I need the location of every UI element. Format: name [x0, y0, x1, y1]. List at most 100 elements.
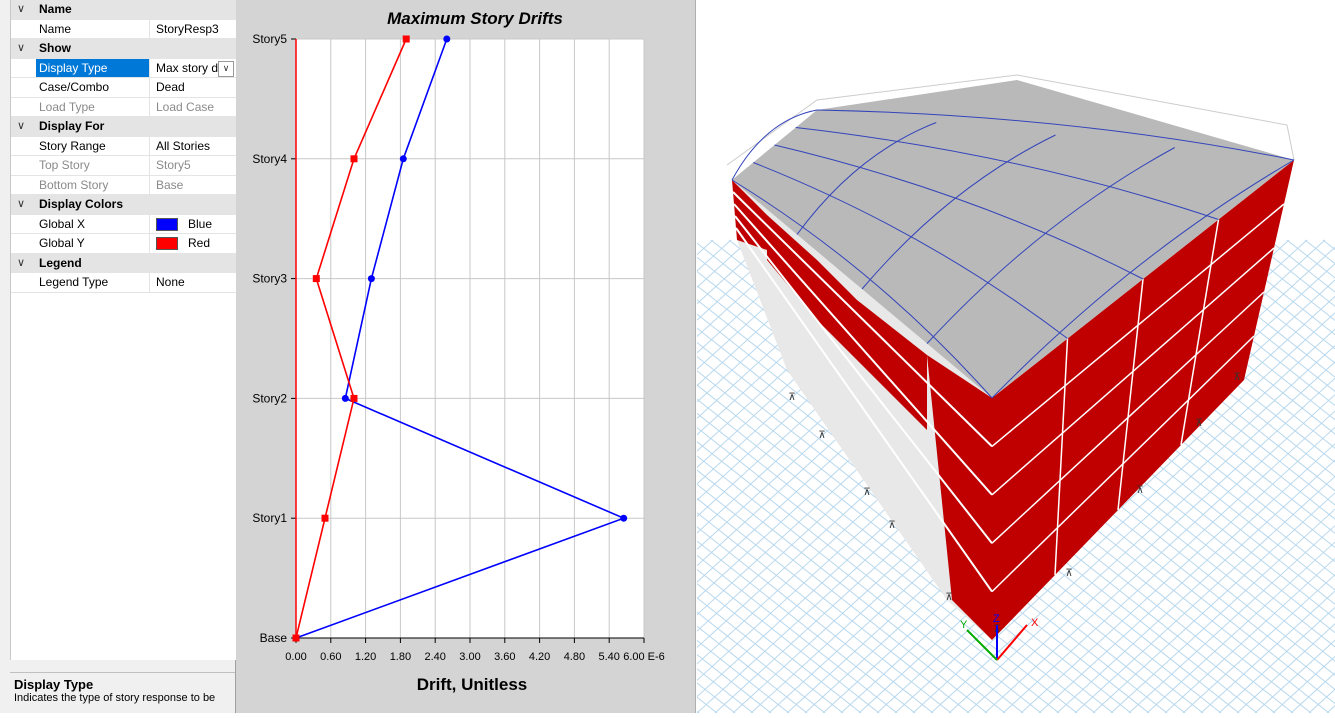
deformed-shape-line [731, 109, 818, 181]
x-tick-label: 4.20 [529, 651, 550, 663]
deformed-shape-line [796, 122, 937, 235]
column-line [1117, 278, 1144, 511]
category-show[interactable]: ∨ Show [11, 39, 236, 59]
grid-line [1214, 239, 1335, 336]
x-tick-label: 1.20 [355, 651, 376, 663]
support-icon: ⊼ [1136, 485, 1143, 496]
chevron-down-icon[interactable]: ∨ [17, 120, 26, 132]
y-tick-label: Story5 [252, 32, 287, 46]
property-name: Legend Type [39, 275, 109, 289]
property-grid: ∨ Name Name StoryResp3 ∨ Show Display Type Max … [10, 0, 236, 660]
category-title: Display For [39, 119, 105, 133]
east-facade [992, 160, 1294, 640]
series-line-0 [295, 38, 626, 639]
chevron-down-icon[interactable]: ∨ [17, 198, 26, 210]
property-value-text: Dead [156, 80, 185, 94]
property-name: Global Y [39, 236, 85, 250]
property-row-case-combo[interactable]: Case/Combo Dead [11, 78, 236, 98]
deformed-shape-line [861, 134, 1056, 290]
x-tick-label: 6.00 E-6 [623, 651, 665, 663]
property-value[interactable]: StoryResp3 [149, 19, 236, 38]
support-icon: ⊼ [863, 487, 870, 498]
property-row-global-y[interactable]: Global Y Red [11, 234, 236, 254]
property-row-name[interactable]: Name StoryResp3 [11, 19, 236, 39]
support-icon: ⊼ [818, 430, 825, 441]
category-display-colors[interactable]: ∨ Display Colors [11, 195, 236, 215]
data-point-0 [443, 35, 451, 43]
x-axis-label: Drift, Unitless [417, 675, 528, 694]
floor-edge [734, 215, 993, 544]
grid-line [210, 239, 732, 714]
x-tick-label: 3.00 [459, 651, 480, 663]
grid-line [1182, 574, 1335, 714]
property-value: Story5 [149, 156, 236, 175]
color-swatch[interactable] [156, 237, 178, 251]
grid-line [1128, 524, 1335, 714]
x-tick-label: 4.80 [564, 651, 585, 663]
property-value-text: Red [188, 236, 211, 250]
property-value-text: Story5 [156, 158, 191, 172]
property-value[interactable]: Dead [149, 78, 236, 97]
property-name: Name [39, 21, 72, 36]
property-name: Case/Combo [39, 80, 110, 94]
floor-edge [732, 191, 993, 448]
property-name: Story Range [39, 138, 106, 153]
deformed-shape-line [795, 127, 1219, 220]
x-tick-label: 0.60 [320, 651, 341, 663]
support-icon: ⊼ [788, 392, 795, 403]
floor-edge [735, 227, 993, 593]
property-value: Base [149, 175, 236, 194]
category-title: Show [39, 41, 71, 55]
property-name: Bottom Story [39, 177, 109, 192]
grid-line [1146, 541, 1335, 714]
property-value[interactable]: None [149, 273, 236, 292]
data-point-0 [341, 394, 349, 402]
dropdown-arrow-icon[interactable]: ∨ [218, 60, 234, 77]
grid-line [1178, 239, 1335, 364]
y-tick-label: Base [260, 631, 288, 645]
description-title: Display Type [14, 677, 94, 692]
description-text: Indicates the type of story response to … [14, 692, 216, 704]
grid-line [1092, 492, 1335, 714]
deformed-shape-line [753, 162, 1068, 339]
category-display-for[interactable]: ∨ Display For [11, 117, 236, 137]
property-row-story-range[interactable]: Story Range All Stories [11, 136, 236, 156]
category-legend[interactable]: ∨ Legend [11, 253, 236, 273]
grid-line [1110, 508, 1335, 714]
property-row-display-type[interactable]: Display Type Max story drift ∨ [11, 58, 236, 78]
property-row-global-x[interactable]: Global X Blue [11, 214, 236, 234]
grid-line [1164, 557, 1335, 714]
color-swatch[interactable] [156, 217, 178, 231]
data-point-1 [321, 514, 329, 522]
story-drift-chart: 0.00 0.60 1.20 1.80 2.40 3.00 3.60 4.20 4.80 5.40… [252, 9, 665, 694]
property-value-text: Base [156, 177, 184, 192]
property-value[interactable]: Red [149, 234, 236, 253]
floor-edge [733, 203, 993, 496]
chevron-down-icon[interactable]: ∨ [17, 256, 26, 269]
x-tick-label: 2.40 [424, 651, 445, 663]
grid-line [1160, 239, 1335, 378]
category-name[interactable]: ∨ Name [11, 0, 236, 20]
grid-line [1074, 475, 1335, 714]
support-icon: ⊼ [888, 520, 895, 531]
grid-line [170, 239, 772, 714]
property-name: Display Type [36, 58, 149, 77]
chevron-down-icon[interactable]: ∨ [17, 42, 26, 54]
property-row-legend-type[interactable]: Legend Type None [11, 273, 236, 293]
deformed-shape-line [816, 109, 1295, 161]
column-line [1054, 338, 1069, 576]
chart-title: Maximum Story Drifts [387, 9, 563, 28]
chevron-down-icon[interactable]: ∨ [17, 3, 26, 15]
y-tick-label: Story3 [252, 272, 287, 286]
property-value-text: StoryResp3 [156, 21, 219, 36]
property-value[interactable]: Max story drift ∨ [149, 58, 236, 77]
property-value[interactable]: All Stories [149, 136, 236, 155]
property-name: Load Type [39, 99, 95, 114]
properties-panel: ∨ Name Name StoryResp3 ∨ Show Display Type Max … [0, 0, 236, 713]
property-value[interactable]: Blue [149, 214, 236, 233]
y-tick-label: Story2 [252, 391, 287, 405]
grid-line [1236, 623, 1335, 714]
story-drift-chart-panel: 0.00 0.60 1.20 1.80 2.40 3.00 3.60 4.20 4.80 5.40… [236, 0, 696, 713]
grid-line [1304, 239, 1335, 265]
